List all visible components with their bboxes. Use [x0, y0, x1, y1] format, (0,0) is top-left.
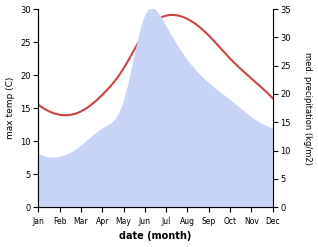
X-axis label: date (month): date (month): [119, 231, 192, 242]
Y-axis label: med. precipitation (kg/m2): med. precipitation (kg/m2): [303, 52, 313, 165]
Y-axis label: max temp (C): max temp (C): [5, 77, 15, 139]
